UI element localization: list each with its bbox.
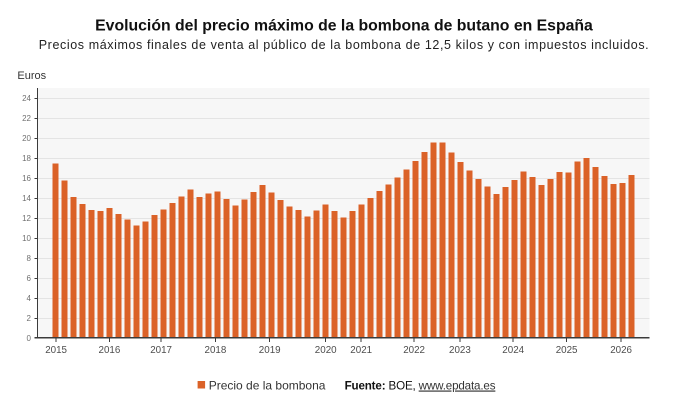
svg-text:22: 22	[22, 114, 31, 123]
svg-text:2: 2	[27, 314, 32, 323]
svg-text:2019: 2019	[259, 345, 281, 356]
svg-text:2015: 2015	[45, 345, 67, 356]
svg-text:Precios máximos finales de ven: Precios máximos finales de venta al públ…	[39, 38, 650, 52]
svg-text:Fuente: BOE, www.epdata.es: Fuente: BOE, www.epdata.es	[345, 380, 496, 393]
svg-text:6: 6	[27, 274, 32, 283]
svg-text:2025: 2025	[556, 345, 578, 356]
svg-text:2020: 2020	[315, 345, 337, 356]
svg-text:16: 16	[22, 174, 31, 183]
svg-text:Precio de la bombona: Precio de la bombona	[209, 378, 326, 392]
svg-text:0: 0	[27, 334, 32, 343]
svg-text:8: 8	[27, 254, 32, 263]
svg-text:2016: 2016	[99, 345, 121, 356]
svg-text:2017: 2017	[150, 345, 172, 356]
svg-text:2026: 2026	[610, 345, 632, 356]
svg-text:18: 18	[22, 154, 31, 163]
svg-text:Evolución del precio máximo de: Evolución del precio máximo de la bombon…	[95, 18, 593, 35]
svg-text:2023: 2023	[449, 345, 471, 356]
svg-text:2024: 2024	[502, 345, 524, 356]
svg-text:14: 14	[22, 194, 31, 203]
svg-text:20: 20	[22, 134, 31, 143]
svg-text:2022: 2022	[403, 345, 425, 356]
svg-text:2021: 2021	[350, 345, 372, 356]
svg-text:2018: 2018	[205, 345, 227, 356]
svg-text:24: 24	[22, 94, 31, 103]
svg-text:10: 10	[22, 234, 31, 243]
svg-text:4: 4	[27, 294, 32, 303]
svg-text:Euros: Euros	[17, 70, 46, 82]
svg-text:12: 12	[22, 214, 31, 223]
